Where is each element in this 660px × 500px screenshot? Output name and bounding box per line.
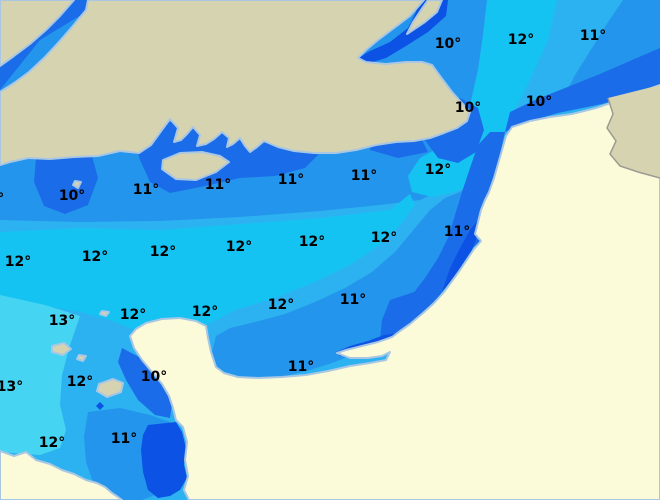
land-england-northwest xyxy=(0,0,75,67)
temp-label: 11° xyxy=(111,431,137,447)
land-jersey xyxy=(96,378,124,398)
land-brittany xyxy=(0,450,123,500)
temp-label: 11° xyxy=(340,292,366,308)
temp-label: 12° xyxy=(0,191,4,207)
temp-label: 10° xyxy=(455,100,481,116)
temp-label: 11° xyxy=(205,177,231,193)
temp-label: 12° xyxy=(39,435,65,451)
sea-cyan-mid-band xyxy=(0,194,415,334)
temp-label: 12° xyxy=(226,239,252,255)
temp-label: 11° xyxy=(278,172,304,188)
temp-label: 12° xyxy=(299,234,325,250)
temp-label: 12° xyxy=(67,374,93,390)
temp-label: 11° xyxy=(351,168,377,184)
map-labels-layer: 10° 12° 11° 10° 10° 12° 10° 11° 11° 11° 11° 12° 12° 1… xyxy=(0,28,606,451)
temp-label: 12° xyxy=(82,249,108,265)
temp-label: 12° xyxy=(192,304,218,320)
temp-label: 10° xyxy=(59,188,85,204)
sea-deep-minquiers xyxy=(96,402,104,410)
temp-label: 10° xyxy=(526,94,552,110)
sea-royal-belgian-coast xyxy=(505,48,660,132)
map-border-layer xyxy=(606,97,660,179)
sea-royal-seine-approach xyxy=(380,290,435,340)
temp-label: 10° xyxy=(141,369,167,385)
temp-label: 11° xyxy=(288,359,314,375)
temp-label: 12° xyxy=(425,162,451,178)
land-alderney xyxy=(99,310,110,317)
temp-label: 12° xyxy=(5,254,31,270)
temp-label: 12° xyxy=(150,244,176,260)
sea-royal-lyme xyxy=(34,156,98,214)
temp-label: 12° xyxy=(508,32,534,48)
temp-label: 11° xyxy=(133,182,159,198)
temp-label: 11° xyxy=(580,28,606,44)
sea-deep-picardy xyxy=(442,215,482,292)
land-france xyxy=(129,84,660,500)
temp-label: 12° xyxy=(268,297,294,313)
land-england-main xyxy=(0,0,471,166)
sea-pale-southwest xyxy=(0,295,80,455)
land-portland xyxy=(72,180,82,189)
land-essex-spit xyxy=(406,0,443,35)
temp-label: 11° xyxy=(444,224,470,240)
temp-label: 13° xyxy=(49,313,75,329)
temp-label: 10° xyxy=(435,36,461,52)
temp-label: 12° xyxy=(120,307,146,323)
temp-label: 13° xyxy=(0,379,23,395)
land-belgium xyxy=(607,85,660,178)
sea-royal-cotentin-west xyxy=(118,348,172,418)
sea-medium-northeast xyxy=(560,0,660,104)
land-isle-of-wight xyxy=(161,151,230,181)
land-sark xyxy=(76,354,87,362)
country-border xyxy=(606,97,660,179)
land-guernsey xyxy=(51,342,72,356)
sea-royal-french-coast xyxy=(390,132,505,338)
sea-deep-mont-bay xyxy=(141,422,187,498)
temp-label: 12° xyxy=(371,230,397,246)
sea-medium-east-bay xyxy=(212,172,490,379)
